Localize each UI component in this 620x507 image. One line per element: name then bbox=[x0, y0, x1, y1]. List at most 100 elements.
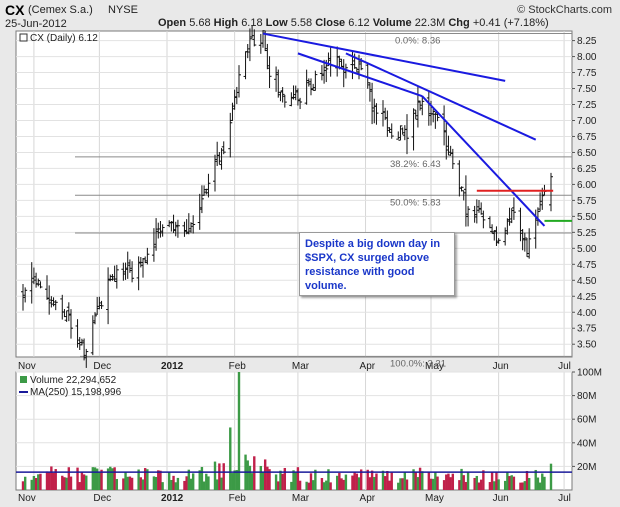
volume-bar bbox=[111, 468, 114, 490]
volume-bar bbox=[277, 481, 280, 490]
x-tick-label: Jun bbox=[493, 493, 509, 504]
volume-bar bbox=[327, 469, 330, 490]
volume-bar bbox=[281, 473, 284, 490]
x-tick-label: May bbox=[425, 361, 444, 372]
price-tick-label: 3.75 bbox=[577, 324, 597, 335]
volume-bar bbox=[23, 476, 27, 490]
quote-summary: Open 5.68 High 6.18 Low 5.58 Close 6.12 … bbox=[158, 17, 549, 29]
volume-bar bbox=[436, 476, 439, 490]
volume-bar bbox=[397, 482, 400, 490]
volume-bar bbox=[253, 456, 256, 490]
close-label: Close bbox=[315, 17, 346, 29]
volume-bar bbox=[205, 473, 208, 490]
volume-bar bbox=[351, 475, 354, 490]
volume-bar bbox=[418, 467, 422, 490]
volume-bar bbox=[98, 472, 101, 490]
volume-bar bbox=[510, 475, 513, 490]
volume-bar bbox=[462, 475, 465, 490]
volume-bar bbox=[172, 475, 175, 490]
volume-bar bbox=[63, 477, 66, 490]
trendline bbox=[297, 52, 423, 98]
volume-bar bbox=[50, 466, 53, 490]
volume-bar bbox=[292, 470, 295, 490]
price-tick-label: 4.25 bbox=[577, 292, 597, 303]
chg-label: Chg bbox=[448, 17, 470, 29]
volume-bar bbox=[460, 468, 463, 490]
volume-bar bbox=[383, 476, 387, 490]
volume-bar bbox=[534, 469, 537, 490]
volume-bar bbox=[329, 482, 332, 490]
price-panel bbox=[15, 30, 573, 358]
volume-bar bbox=[314, 469, 317, 490]
volume-bar bbox=[37, 474, 40, 490]
volume-bar bbox=[399, 478, 402, 490]
volume-bar bbox=[549, 463, 553, 490]
volume-bar bbox=[294, 471, 297, 490]
volume-bar bbox=[115, 478, 119, 490]
trendline bbox=[421, 95, 546, 227]
volume-bar bbox=[355, 473, 359, 490]
chg-value: +0.41 (+7.18%) bbox=[472, 17, 549, 29]
volume-bar bbox=[405, 479, 409, 490]
volume-bar bbox=[325, 480, 328, 490]
volume-bar bbox=[154, 476, 158, 490]
volume-bar bbox=[279, 470, 282, 490]
volume-bar bbox=[421, 471, 424, 490]
volume-bar bbox=[495, 472, 498, 490]
volume-bar bbox=[124, 471, 127, 490]
legend-swatch bbox=[19, 33, 28, 42]
volume-bar bbox=[427, 472, 431, 490]
volume-bar bbox=[488, 482, 492, 490]
symbol-title: CX bbox=[5, 2, 25, 18]
volume-bar bbox=[152, 476, 156, 490]
volume-bar bbox=[189, 478, 193, 490]
volume-bar bbox=[381, 470, 385, 490]
annotation-box: Despite a big down day in $SPX, CX surge… bbox=[299, 232, 455, 296]
x-tick-label: 2012 bbox=[161, 361, 184, 372]
volume-bar bbox=[403, 472, 407, 490]
volume-bar bbox=[170, 479, 173, 490]
x-tick-label: Mar bbox=[292, 361, 310, 372]
volume-bar bbox=[416, 477, 420, 490]
price-tick-label: 7.75 bbox=[577, 68, 597, 79]
x-tick-label: Apr bbox=[360, 361, 376, 372]
volume-bar bbox=[93, 467, 97, 490]
volume-bar bbox=[130, 477, 134, 490]
price-tick-label: 8.00 bbox=[577, 52, 597, 63]
x-tick-label: 2012 bbox=[161, 493, 184, 504]
volume-bar bbox=[250, 473, 254, 490]
volume-bar bbox=[543, 476, 546, 490]
volume-bar bbox=[65, 477, 68, 490]
volume-bar bbox=[248, 465, 252, 490]
volume-bar bbox=[78, 482, 81, 490]
volume-bar bbox=[309, 473, 313, 490]
volume-bar bbox=[322, 482, 326, 490]
x-tick-label: Jul bbox=[558, 361, 571, 372]
high-label: High bbox=[213, 17, 239, 29]
ma-legend: MA(250) 15,198,996 bbox=[30, 387, 122, 398]
volume-bar bbox=[167, 472, 171, 490]
volume-bar bbox=[183, 480, 186, 490]
volume-bar bbox=[368, 477, 372, 490]
volume-bar bbox=[298, 480, 302, 490]
volume-bar bbox=[187, 469, 191, 490]
volume-bar bbox=[451, 473, 455, 490]
volume-tick-label: 20M bbox=[577, 462, 596, 473]
volume-bar bbox=[466, 472, 470, 490]
volume-bar bbox=[222, 463, 225, 490]
volume-bar bbox=[519, 482, 522, 490]
volume-bar bbox=[506, 471, 509, 490]
volume-legend: Volume 22,294,652 bbox=[30, 375, 117, 386]
volume-bar bbox=[95, 468, 99, 490]
volume-bar bbox=[442, 480, 446, 490]
volume-bar bbox=[477, 482, 481, 490]
volume-bar bbox=[231, 473, 234, 490]
volume-bar bbox=[305, 481, 308, 490]
volume-bar bbox=[76, 467, 79, 490]
volume-bar bbox=[473, 477, 476, 490]
volume-bar bbox=[235, 470, 239, 490]
volume-bar bbox=[30, 479, 33, 490]
volume-bar bbox=[233, 470, 236, 490]
company-name: (Cemex S.a.) bbox=[28, 4, 93, 16]
price-tick-label: 7.25 bbox=[577, 100, 597, 111]
